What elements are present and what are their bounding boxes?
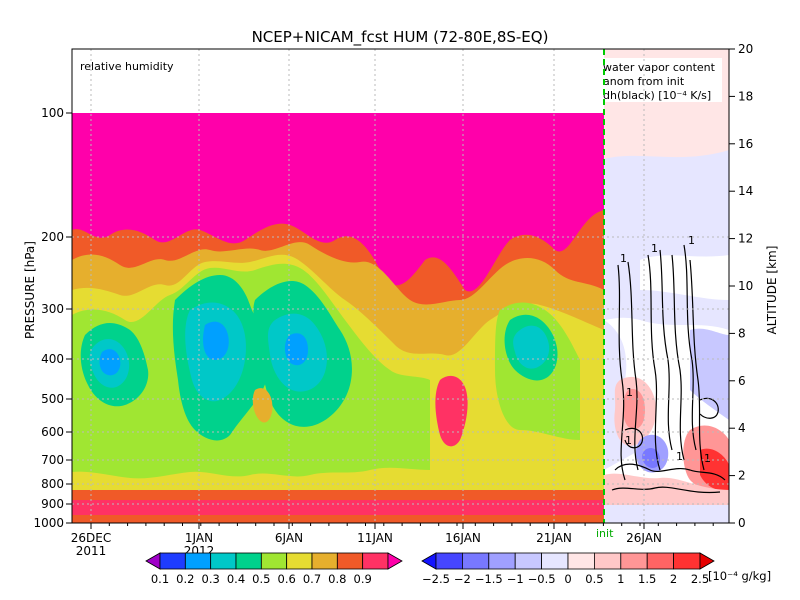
y-left-tick-label: 100 — [41, 106, 64, 120]
contour-label: 1 — [620, 252, 627, 265]
colorbar-swatch — [145, 552, 161, 570]
y-right-tick-label: 16 — [738, 137, 753, 151]
x-tick-label: 26JAN — [626, 531, 662, 545]
x-year-label: 2011 — [76, 544, 107, 558]
colorbar-swatch — [159, 552, 186, 570]
colorbar-swatch — [210, 552, 237, 570]
colorbar-label: 0.3 — [202, 572, 220, 586]
colorbar-label: −2.5 — [422, 572, 450, 586]
x-tick-label: 11JAN — [357, 531, 393, 545]
colorbar-label: 0.2 — [176, 572, 194, 586]
y-left-tick-label: 500 — [41, 392, 64, 406]
left-panel-label: relative humidity — [80, 60, 174, 73]
y-right-tick-label: 18 — [738, 89, 753, 103]
right-panel-text: water vapor content anom from init dh(bl… — [603, 58, 722, 102]
y-right-tick-label: 20 — [738, 42, 753, 56]
colorbar-swatch — [286, 552, 313, 570]
colorbar-swatch — [435, 552, 463, 570]
colorbar-label: 0.5 — [252, 572, 270, 586]
y-right-tick-label: 0 — [738, 516, 746, 530]
rh-field — [72, 113, 604, 523]
y-left-tick-label: 400 — [41, 352, 64, 366]
x-tick-label: 6JAN — [275, 531, 303, 545]
y-left-tick-label: 1000 — [33, 516, 64, 530]
right-panel-label-line-2: anom from init — [603, 75, 685, 88]
colorbar-swatch — [362, 552, 389, 570]
y-left-tick-label: 800 — [41, 477, 64, 491]
colorbar-label: 0.6 — [278, 572, 296, 586]
colorbar-label: 1 — [617, 572, 624, 586]
y-left-tick-label: 700 — [41, 453, 64, 467]
colorbar-swatch — [387, 552, 403, 570]
colorbar-swatch — [567, 552, 595, 570]
colorbar-swatch — [541, 552, 569, 570]
y-left-tick-label: 300 — [41, 302, 64, 316]
y-left-tick-label: 200 — [41, 230, 64, 244]
colorbar-swatch — [699, 552, 715, 570]
colorbar-swatch — [673, 552, 701, 570]
colorbar-label: 0.4 — [227, 572, 245, 586]
colorbar-swatch — [594, 552, 622, 570]
contour-label: 1 — [625, 434, 632, 447]
y-left-tick-label: 600 — [41, 425, 64, 439]
colorbar-label: 0.1 — [151, 572, 169, 586]
x-tick-label: 1JAN — [185, 531, 213, 545]
colorbar-anomaly: −2.5 −2 −1.5 −1 −0.5 0 0.5 1 1.5 2 2.5[10⁻⁴ g/kg] — [421, 552, 771, 586]
y-axis-right: 0 2 4 6 8 10 12 14 16 18 20 — [729, 42, 753, 530]
colorbar-swatch — [260, 552, 288, 570]
x-tick-label: 21JAN — [536, 531, 572, 545]
right-panel-label-line-3: dh(black) [10⁻⁴ K/s] — [603, 89, 711, 102]
colorbar-swatch — [421, 552, 437, 570]
contour-label: 1 — [626, 386, 633, 399]
colorbar-swatch — [461, 552, 490, 570]
colorbar-label: 0.8 — [328, 572, 346, 586]
y-right-tick-label: 4 — [738, 421, 746, 435]
colorbar-rh: 0.1 0.2 0.3 0.4 0.5 0.6 0.7 0.8 0.9 — [145, 552, 403, 586]
colorbar-swatch — [184, 552, 212, 570]
colorbar-label: 0.7 — [303, 572, 321, 586]
colorbar-label: 0.5 — [585, 572, 603, 586]
colorbar-swatch — [514, 552, 543, 570]
colorbar-swatch — [488, 552, 516, 570]
colorbar-swatch — [336, 552, 364, 570]
y-left-title: PRESSURE [hPa] — [23, 241, 37, 339]
colorbar-label: −1.5 — [475, 572, 503, 586]
y-axis-left: 100 200 300 400 500 600 700 800 900 1000 — [33, 106, 72, 530]
colorbar-label: 0 — [564, 572, 571, 586]
colorbar-swatch — [311, 552, 338, 570]
contour-label: 1 — [676, 450, 683, 463]
y-right-tick-label: 14 — [738, 184, 753, 198]
y-right-tick-label: 10 — [738, 279, 753, 293]
contour-labels: 1 1 1 1 1 1 1 — [620, 234, 711, 465]
y-right-tick-label: 8 — [738, 326, 746, 340]
colorbar-anomaly-unit: [10⁻⁴ g/kg] — [708, 569, 771, 583]
x-tick-label: 26DEC — [71, 531, 111, 545]
colorbar-swatch — [235, 552, 262, 570]
init-label: init — [596, 527, 614, 540]
colorbar-label: −0.5 — [528, 572, 556, 586]
colorbar-label: −2 — [454, 572, 471, 586]
colorbar-label: 1.5 — [638, 572, 656, 586]
dh-contours — [611, 244, 726, 494]
contour-label: 1 — [704, 452, 711, 465]
colorbar-label: −1 — [507, 572, 524, 586]
y-right-tick-label: 6 — [738, 374, 746, 388]
colorbar-label: 0.9 — [354, 572, 372, 586]
y-left-tick-label: 900 — [41, 497, 64, 511]
chart-title: NCEP+NICAM_fcst HUM (72-80E,8S-EQ) — [252, 28, 549, 47]
colorbar-swatch — [646, 552, 675, 570]
colorbar-label: 2 — [670, 572, 677, 586]
colorbar-swatch — [620, 552, 648, 570]
colorbar-label: 2.5 — [691, 572, 709, 586]
x-tick-label: 16JAN — [445, 531, 481, 545]
anomaly-field — [604, 49, 729, 523]
y-right-tick-label: 2 — [738, 469, 746, 483]
right-panel-label-line-1: water vapor content — [603, 61, 716, 74]
y-right-tick-label: 12 — [738, 232, 753, 246]
y-right-title: ALTITUDE [km] — [765, 246, 779, 335]
contour-label: 1 — [651, 242, 658, 255]
contour-label: 1 — [688, 234, 695, 247]
grid-lines — [72, 49, 729, 523]
